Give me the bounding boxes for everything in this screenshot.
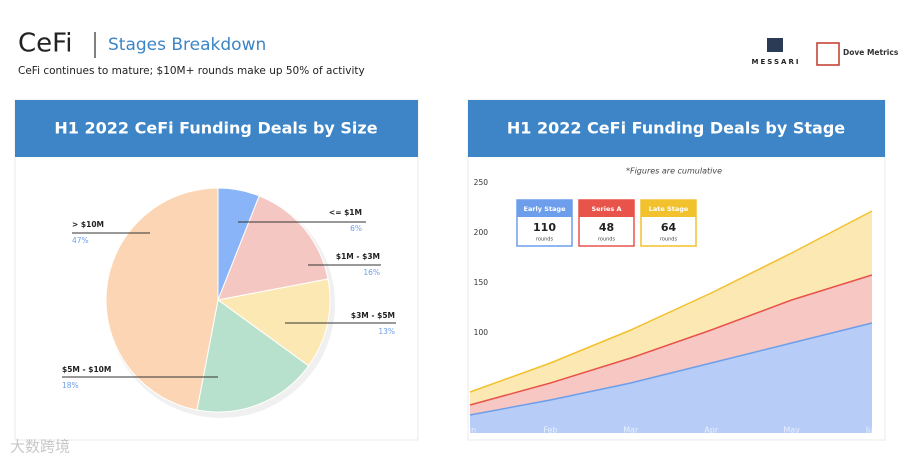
area-line: [469, 274, 873, 406]
panel-header: [15, 100, 418, 157]
logo-dove: Dove Metrics: [843, 48, 899, 57]
area: [470, 275, 872, 415]
watermark: 大数跨境: [10, 438, 70, 456]
legend-entry: Late Stage: [649, 205, 689, 213]
subtitle: CeFi continues to mature; $10M+ rounds m…: [18, 65, 365, 77]
slice-label: $5M - $10M: [62, 365, 111, 374]
area: [470, 323, 872, 433]
page-title: CeFi: [18, 29, 72, 59]
legend-total: 48: [599, 221, 614, 234]
x-tick-label: May: [783, 426, 800, 435]
slice-label: > $10M: [72, 220, 104, 229]
slice-label: $3M - $5M: [351, 311, 395, 320]
legend-card-header: [641, 200, 696, 217]
y-tick-label: 100: [474, 328, 489, 337]
x-tick-label: Jun: [865, 426, 879, 435]
logo-icon: [816, 42, 840, 66]
chart-title: H1 2022 CeFi Funding Deals by Size: [54, 119, 377, 138]
logo-icon: [767, 38, 783, 52]
slice-value: 18%: [62, 381, 79, 390]
slice-value: 13%: [378, 327, 395, 336]
slice-value: 6%: [350, 224, 362, 233]
panel-header: [468, 100, 885, 157]
slice-label: <= $1M: [329, 208, 362, 217]
legend-total: 64: [661, 221, 677, 234]
pie-slice: [196, 299, 310, 413]
pie-slice: [105, 187, 219, 411]
legend-entry: Early Stage: [524, 205, 567, 213]
chart-note: *Figures are cumulative: [626, 167, 722, 176]
x-tick-label: Mar: [623, 426, 639, 435]
pie-slice: [216, 278, 331, 367]
area-line: [469, 210, 873, 393]
section-title: Stages Breakdown: [108, 35, 266, 55]
legend-unit: rounds: [598, 237, 616, 243]
legend-card-header: [517, 200, 572, 217]
y-tick-label: 250: [474, 178, 489, 187]
y-tick-label: 200: [474, 228, 489, 237]
legend-unit: rounds: [660, 237, 678, 243]
y-tick-label: 150: [474, 278, 489, 287]
legend-total: 110: [533, 221, 556, 234]
slice-value: 16%: [363, 268, 380, 277]
pie-slice: [217, 195, 329, 301]
slice-value: 47%: [72, 236, 89, 245]
area-line: [469, 322, 873, 416]
x-tick-label: Jan: [463, 426, 476, 435]
x-tick-label: Apr: [704, 426, 719, 435]
chart-title: H1 2022 CeFi Funding Deals by Stage: [507, 119, 845, 138]
legend-card-header: [579, 200, 634, 217]
area: [470, 211, 872, 405]
legend-entry: Series A: [591, 205, 621, 213]
x-tick-label: Feb: [543, 426, 557, 435]
logo-messari: MESSARI: [752, 58, 801, 66]
legend-unit: rounds: [536, 237, 554, 243]
slice-label: $1M - $3M: [336, 252, 380, 261]
